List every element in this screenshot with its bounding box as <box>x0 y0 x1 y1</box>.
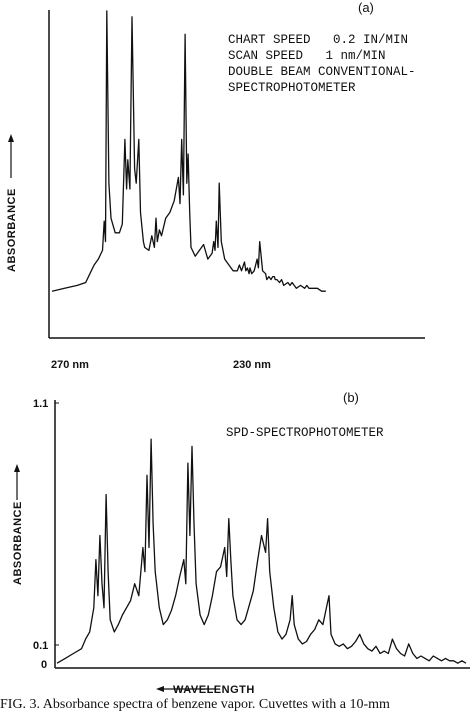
figure-caption: FIG. 3. Absorbance spectra of benzene va… <box>0 697 390 712</box>
panel-b-xlabel: WAVELENGTH <box>173 684 255 696</box>
panel-b-ytick-0-1: 0.1 <box>33 640 48 652</box>
panel-a-xtick-230: 230 nm <box>233 359 271 371</box>
panel-a-ylabel: ABSORBANCE <box>6 188 18 272</box>
panel-a-annotation-line-4: SPECTROPHOTOMETER <box>228 81 356 95</box>
panel-a-label: (a) <box>358 0 374 15</box>
panel-a-xtick-270: 270 nm <box>51 359 89 371</box>
panel-a-annotation-line-1: CHART SPEED 0.2 IN/MIN <box>228 33 408 47</box>
panel-b-spectrum-line <box>56 438 467 664</box>
panel-a-ylabel-arrowhead <box>8 134 14 142</box>
panel-b-ytick-0: 0 <box>41 659 47 671</box>
panel-b-ylabel: ABSORBANCE <box>12 501 24 585</box>
panel-b-xlabel-arrowhead <box>156 686 164 692</box>
panel-b-ytick-1-1: 1.1 <box>33 398 48 410</box>
panel-b-label: (b) <box>343 390 359 405</box>
panel-b: (b) 1.1 0.1 0 ABSORBANCE WAVELENGTH SPD-… <box>12 390 470 696</box>
panel-a-spectrum-line <box>51 10 326 292</box>
panel-a: (a) ABSORBANCE 270 nm 230 nm CHART SPEED… <box>6 0 425 371</box>
panel-b-ylabel-arrowhead <box>14 464 20 472</box>
panel-b-title: SPD-SPECTROPHOTOMETER <box>226 426 384 440</box>
panel-a-annotation-line-3: DOUBLE BEAM CONVENTIONAL- <box>228 65 416 79</box>
panel-a-annotation-line-2: SCAN SPEED 1 nm/MIN <box>228 49 386 63</box>
